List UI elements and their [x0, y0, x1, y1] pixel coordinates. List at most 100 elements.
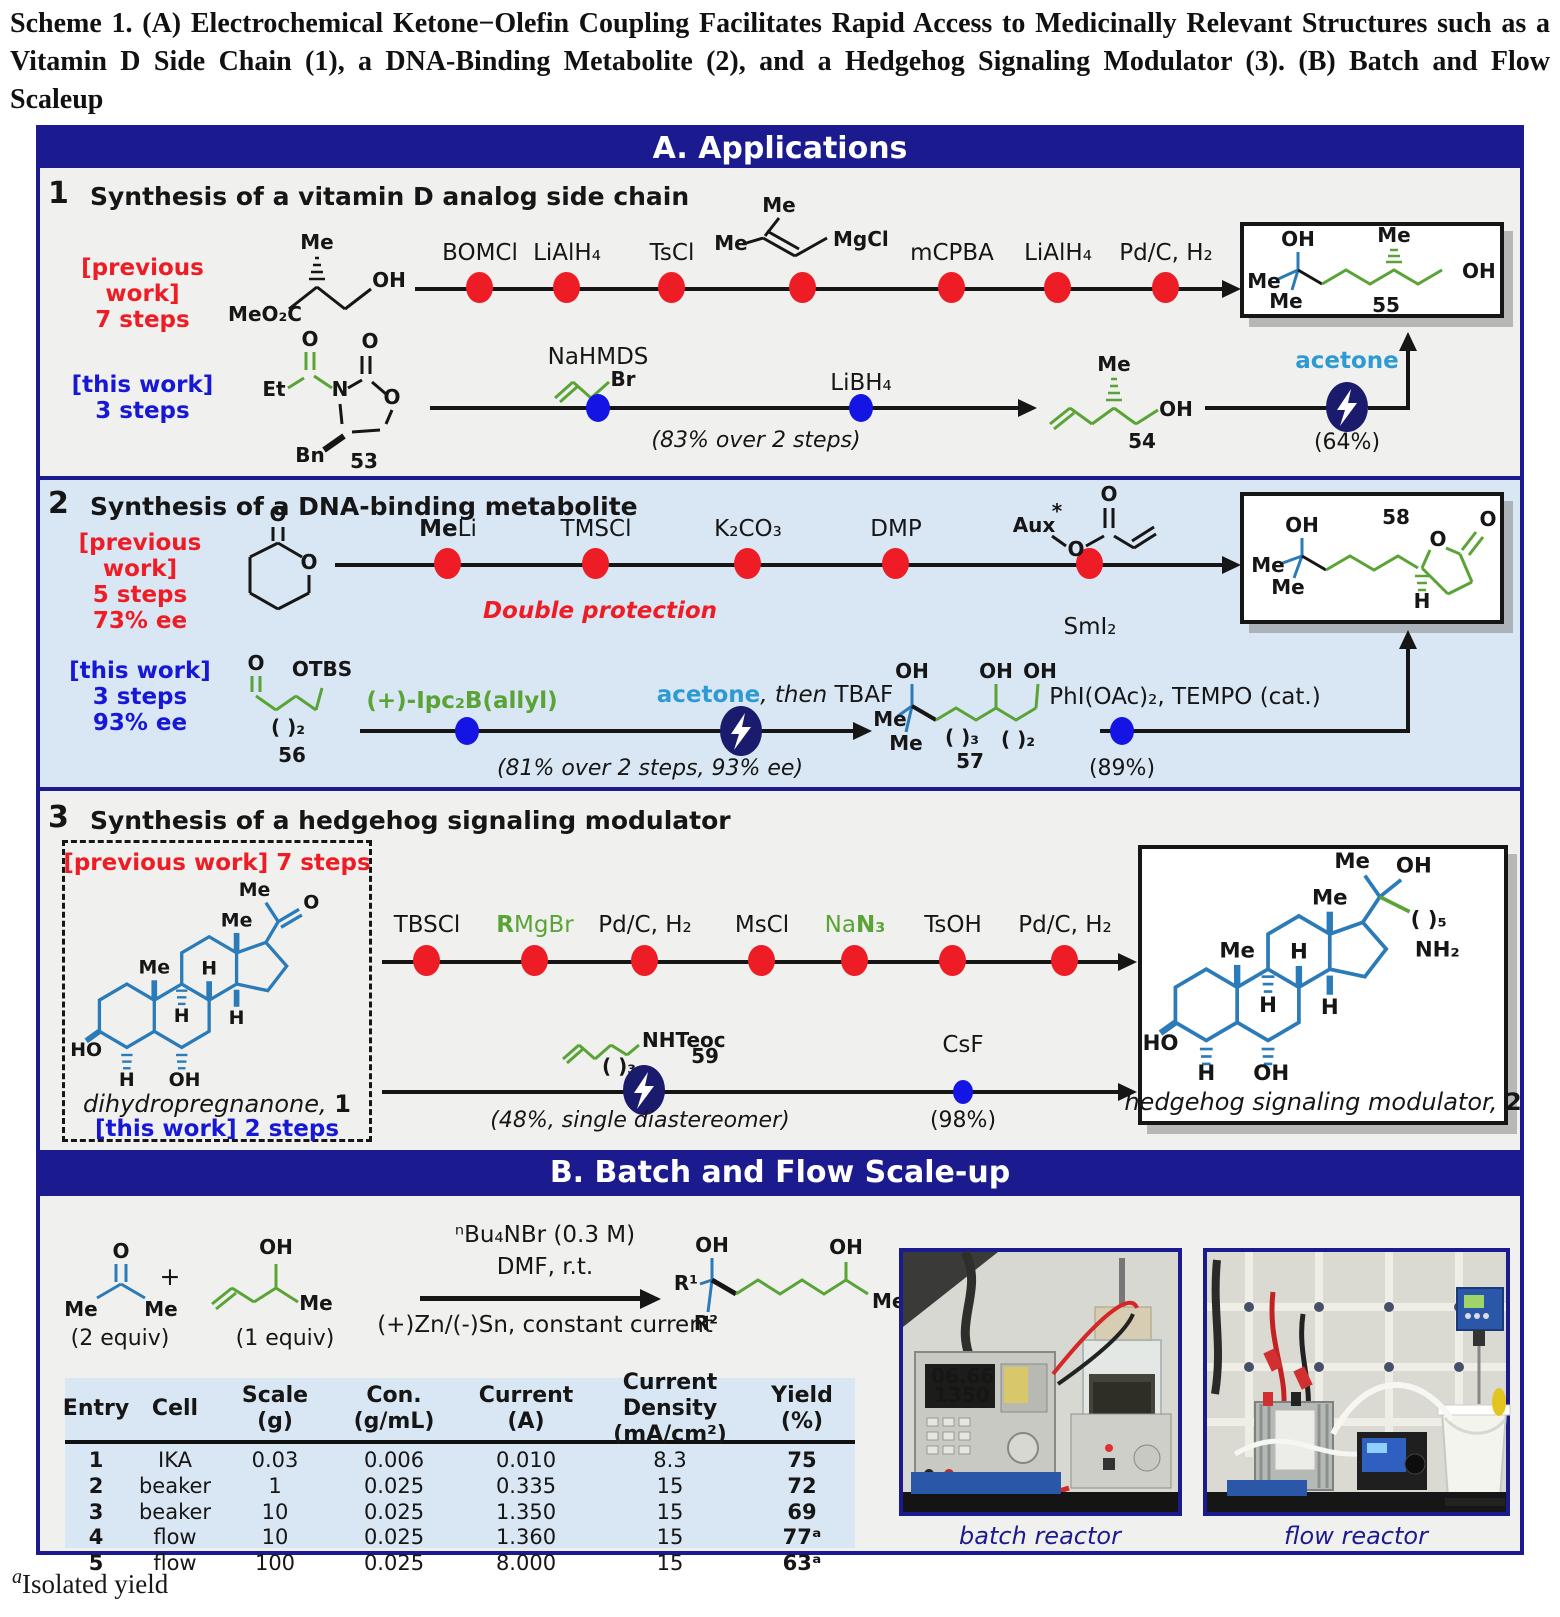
cell-con: 0.025	[363, 1473, 425, 1498]
compound-number: 58	[1382, 505, 1410, 529]
reagent-part: Me	[419, 516, 458, 542]
reaction-arrowhead-up	[1399, 630, 1417, 649]
previous-steps-text: 5 steps	[92, 582, 188, 608]
reagent-label: acetone, then TBAF	[657, 682, 894, 708]
reagent-label: (+)-Ipc₂B(allyl)	[366, 688, 558, 714]
step-dot	[455, 717, 479, 745]
reaction-arrow	[1205, 406, 1327, 410]
structure-55: OH Me Me Me OH 55	[1247, 223, 1495, 317]
atom-label: OH	[829, 1235, 863, 1259]
this-ee-text: 93% ee	[92, 710, 188, 736]
structure-vitaminD-start: MeO₂C Me OH	[228, 230, 406, 326]
structure-valerolactone: O O	[248, 502, 318, 611]
previous-work-label-3: [previous work] 7 steps	[63, 850, 371, 876]
structure-dihydropregnanone: Me Me O Me H H H HO H OH	[70, 879, 319, 1091]
reaction-arrowhead	[1018, 399, 1037, 417]
atom-label: H	[174, 1005, 190, 1027]
cell-entry: 4	[88, 1525, 104, 1550]
table-row: 2 beaker 1 0.025 0.335 15 72	[65, 1473, 855, 1498]
yield-label: (89%)	[1088, 756, 1156, 781]
reaction-arrow	[1368, 406, 1410, 410]
atom-label: MgCl	[833, 227, 889, 251]
previous-work-label-2: [previous work] 5 steps 73% ee	[45, 530, 235, 634]
structure-56: O OTBS ( )₂ 56	[247, 651, 352, 767]
structure-aux-acrylate: Aux * O O	[1013, 482, 1157, 561]
atom-label: OH	[1023, 659, 1057, 683]
atom-label: O	[1479, 507, 1496, 531]
structure-homoallylic-alcohol: OH Me	[211, 1235, 333, 1315]
batch-reactor-photo: 06.66 1350	[899, 1248, 1182, 1516]
cell-scale: 10	[261, 1499, 289, 1524]
reagent-label: Pd/C, H₂	[1119, 240, 1213, 266]
cell-con: 0.006	[363, 1448, 425, 1472]
atom-label: H	[229, 1007, 245, 1029]
this-work-text: [this work]	[69, 658, 211, 684]
reagent-label: PhI(OAc)₂, TEMPO (cat.)	[1049, 684, 1321, 710]
this-steps-text: 3 steps	[95, 398, 190, 424]
atom-label: H	[1414, 589, 1431, 613]
cell-current-density: 15	[656, 1473, 684, 1498]
compound-number: 2	[1504, 1088, 1522, 1116]
atom-label: Br	[610, 367, 635, 391]
cell-current-density: 15	[656, 1551, 684, 1576]
atom-label: OH	[695, 1233, 729, 1257]
atom-label: O	[383, 385, 400, 409]
atom-label: H	[1321, 995, 1339, 1020]
this-work-label-1: [this work] 3 steps	[50, 372, 235, 424]
batch-reactor-label: batch reactor	[959, 1522, 1121, 1550]
reaction-arrowhead	[1118, 1083, 1137, 1101]
cell-entry: 2	[88, 1473, 104, 1498]
column-header: Entry	[62, 1396, 130, 1421]
atom-label: Me	[889, 731, 922, 755]
cell-current: 8.000	[495, 1551, 557, 1576]
atom-label: Me	[1247, 269, 1280, 293]
reaction-arrowhead	[1222, 280, 1241, 298]
previous-work-text: [previous work]	[78, 530, 202, 582]
atom-label: OTBS	[292, 657, 352, 681]
scheme-caption-line3: Scaleup	[10, 84, 104, 115]
reagent-label: LiAlH₄	[533, 240, 601, 266]
atom-label: R²	[694, 1311, 718, 1335]
step-dot	[631, 945, 658, 976]
cell-con: 0.025	[363, 1551, 425, 1576]
atom-label: Me	[300, 230, 333, 254]
step-dot	[882, 548, 909, 579]
step-dot	[658, 272, 685, 303]
cell-current: 1.360	[495, 1525, 557, 1550]
reagent-label: TMSCl	[560, 516, 632, 542]
cell-cell: beaker	[138, 1499, 212, 1524]
yield-label: (64%)	[1313, 430, 1381, 455]
section-2-title: Synthesis of a DNA-binding metabolite	[90, 492, 638, 521]
reagent-label: MsCl	[734, 912, 790, 938]
atom-label: OH	[372, 268, 406, 292]
power-supply-display-value: 06.66	[931, 1364, 994, 1388]
atom-label: Me	[1097, 352, 1130, 376]
atom-label: O	[303, 891, 319, 913]
scheme-panel-border	[36, 125, 1524, 1555]
atom-label: O	[361, 329, 378, 353]
column-header: Yield (%)	[771, 1383, 833, 1434]
this-steps-text: 3 steps	[92, 684, 188, 710]
atom-label: Me	[1219, 938, 1255, 963]
cell-yield: 75	[787, 1448, 817, 1472]
step-dot	[1110, 717, 1134, 745]
atom-label: OH	[1281, 227, 1315, 251]
section-3-title: Synthesis of a hedgehog signaling modula…	[90, 806, 731, 835]
compound-number: 59	[691, 1044, 719, 1068]
reaction-arrow	[430, 406, 1018, 410]
atom-label: MeO₂C	[228, 302, 302, 326]
reaction-arrowhead	[853, 722, 872, 740]
reagent-label: TsCl	[649, 240, 695, 266]
reagent-label: SmI₂	[1063, 614, 1117, 640]
reaction-arrowhead	[1222, 556, 1241, 574]
reagent-label: LiAlH₄	[1024, 240, 1092, 266]
scaleup-table: Entry Cell Scale (g) Con. (g/mL) Current…	[62, 1370, 855, 1574]
chain-subscript: ( )₅	[1411, 908, 1447, 933]
reagent-part: Li	[457, 516, 477, 542]
reagent-label: MeLi	[419, 516, 477, 542]
cell-cell: flow	[153, 1525, 197, 1550]
atom-label: HO	[1143, 1031, 1179, 1056]
reagent-part: Na	[824, 912, 856, 938]
chain-subscript: ( )₃	[945, 725, 979, 749]
